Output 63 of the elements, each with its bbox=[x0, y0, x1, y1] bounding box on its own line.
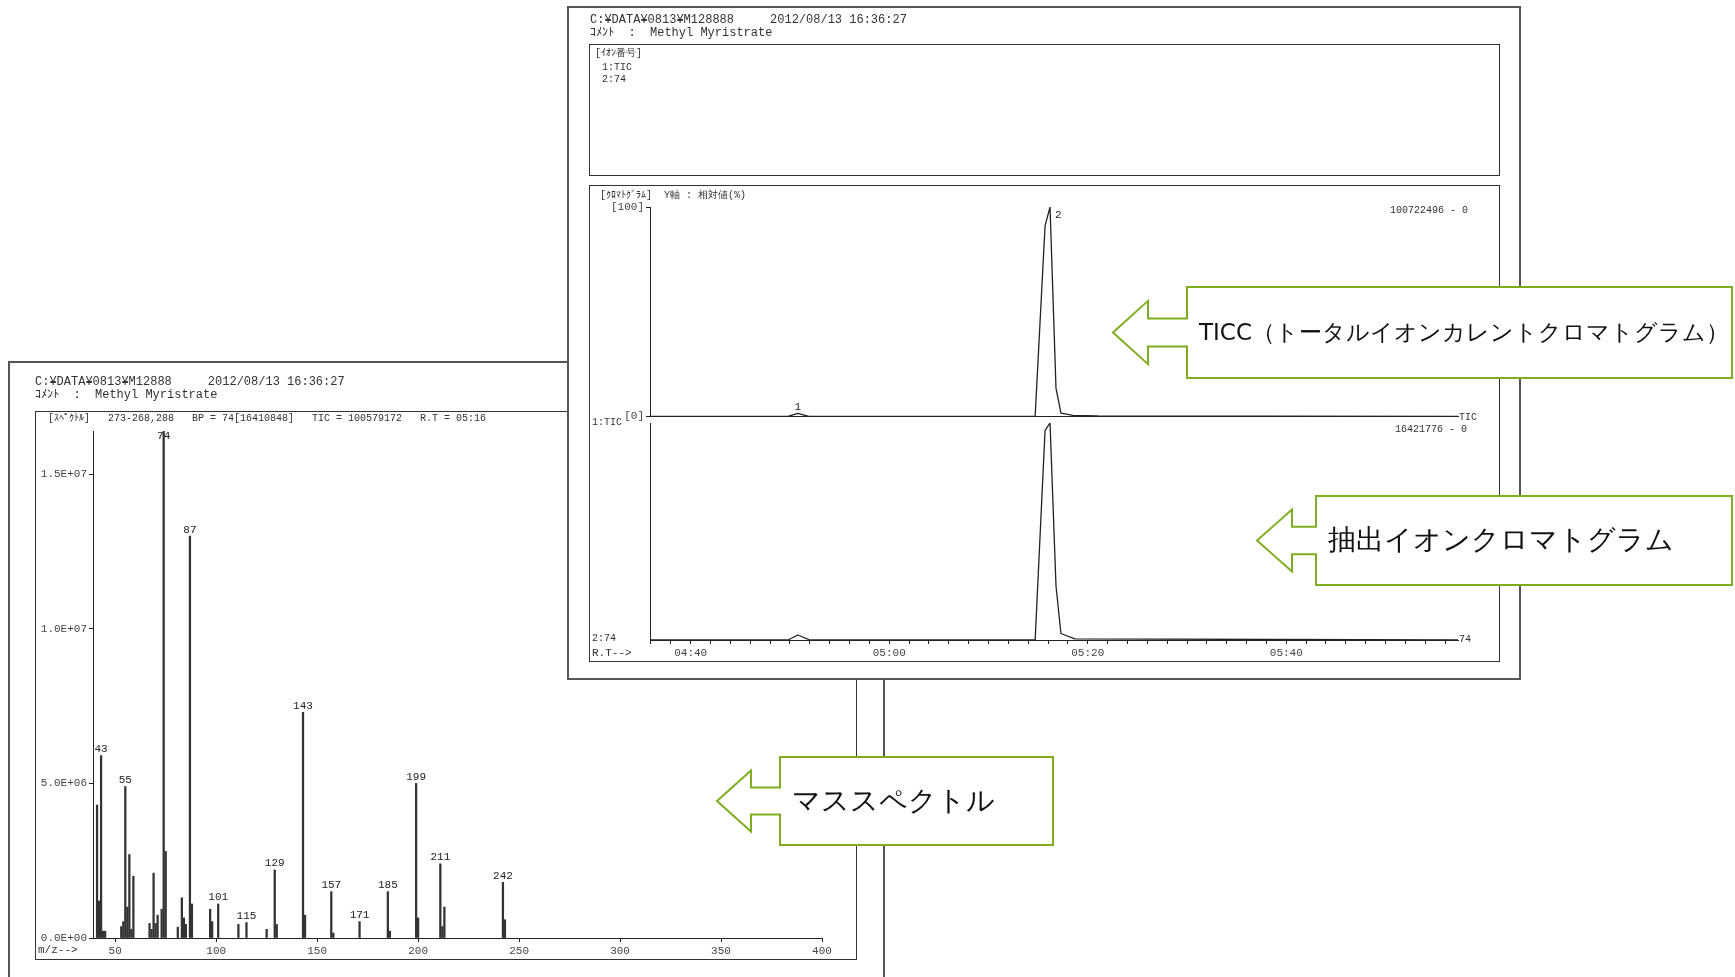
x-tick-label: 04:40 bbox=[674, 646, 708, 659]
x-tick-label: 100 bbox=[206, 944, 227, 957]
bar bbox=[358, 921, 361, 938]
annotation: 185 bbox=[377, 879, 398, 892]
annotation: 115 bbox=[236, 909, 257, 922]
y-tick-label: 5.0E+06 bbox=[40, 777, 87, 790]
text: 1:TIC bbox=[592, 417, 623, 429]
text: [ｲｵﾝ番号] bbox=[595, 48, 643, 60]
annotation: 199 bbox=[406, 770, 427, 783]
annotation: 抽出イオンクロマトグラム bbox=[1328, 522, 1674, 559]
chart-title: C:¥DATA¥0813¥M12888 2012/08/13 16:36:27 bbox=[35, 375, 345, 389]
x-tick-label: 50 bbox=[108, 944, 122, 957]
x-tick-label: 250 bbox=[509, 944, 529, 957]
bar bbox=[132, 875, 135, 938]
chart-title: C:¥DATA¥0813¥M128888 2012/08/13 16:36:27 bbox=[590, 13, 907, 27]
text: [ｽﾍﾟｸﾄﾙ] 273-268,288 BP = 74[16410848] TIC = 100579172 R.T = 05:16 bbox=[48, 413, 487, 425]
bar bbox=[265, 929, 268, 938]
bar bbox=[180, 897, 183, 938]
annotation: 171 bbox=[349, 909, 370, 922]
x-tick-label: 300 bbox=[610, 944, 630, 957]
annotation: 2:74 bbox=[592, 633, 617, 645]
y-tick-label: 1.5E+07 bbox=[40, 468, 87, 481]
annotation: 157 bbox=[321, 879, 342, 892]
annotation: マススペクトル bbox=[792, 782, 995, 819]
chart-subtitle: ｺﾒﾝﾄ : Methyl Myristrate bbox=[590, 26, 773, 40]
text: TIC bbox=[1459, 412, 1478, 424]
annotation: 129 bbox=[264, 857, 285, 870]
y-tick-label: 1.0E+07 bbox=[40, 622, 87, 635]
text: 1:TIC bbox=[602, 62, 633, 74]
annotation: 100722496 - 0 bbox=[1390, 205, 1469, 217]
bar bbox=[152, 872, 155, 938]
annotation: 1 bbox=[794, 400, 802, 413]
x-tick-label: 05:20 bbox=[1071, 646, 1105, 659]
annotation: 143 bbox=[293, 699, 313, 712]
bar bbox=[330, 891, 333, 938]
y-tick-label: [100] bbox=[610, 200, 644, 213]
bar bbox=[386, 891, 389, 938]
annotation: 211 bbox=[430, 851, 451, 864]
annotation: 87 bbox=[183, 523, 197, 536]
x-axis-title: m/z--> bbox=[38, 944, 78, 956]
chart-subtitle: ｺﾒﾝﾄ : Methyl Myristrate bbox=[35, 388, 218, 402]
text: 74 bbox=[1459, 634, 1472, 646]
y-tick-label: [0] bbox=[624, 410, 644, 423]
text: 2:74 bbox=[602, 74, 627, 86]
x-axis-title: R.T--> bbox=[592, 647, 632, 659]
annotation: 43 bbox=[94, 743, 108, 756]
bar bbox=[245, 922, 248, 938]
x-tick-label: 150 bbox=[307, 944, 328, 957]
x-tick-label: 200 bbox=[408, 944, 429, 957]
y-tick-label: 0.0E+00 bbox=[40, 931, 87, 944]
x-tick-label: 05:40 bbox=[1269, 646, 1303, 659]
bar bbox=[237, 924, 240, 938]
annotation: 242 bbox=[493, 869, 513, 882]
annotation: 16421776 - 0 bbox=[1395, 424, 1468, 436]
annotation: 101 bbox=[208, 891, 229, 904]
x-tick-label: 05:00 bbox=[872, 646, 906, 659]
bar bbox=[443, 906, 446, 938]
x-tick-label: 400 bbox=[812, 944, 832, 957]
annotation: 55 bbox=[118, 773, 132, 786]
x-tick-label: 350 bbox=[711, 944, 731, 957]
y-axis-title: [ｸﾛﾏﾄｸﾞﾗﾑ] Y軸 : 相対値(%) bbox=[600, 190, 747, 202]
annotation: TICC（トータルイオンカレントクロマトグラム） bbox=[1199, 317, 1729, 347]
annotation: 2 bbox=[1055, 209, 1062, 222]
